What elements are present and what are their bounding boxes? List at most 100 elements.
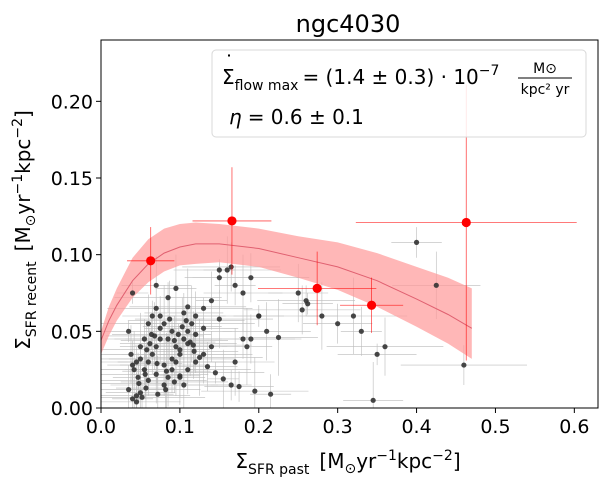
scatter-point: [154, 360, 160, 367]
scatter-points: [126, 239, 467, 405]
scatter-point: [161, 382, 167, 388]
scatter-point: [185, 304, 191, 310]
annotation-line-2: η = 0.6 ± 0.1: [229, 105, 364, 129]
scatter-point: [157, 336, 163, 342]
scatter-point: [382, 344, 388, 350]
y-label-symbol: Σ: [11, 337, 35, 350]
y-tick-label: 0.10: [51, 245, 93, 267]
eta-value: = 0.6 ± 0.1: [248, 105, 364, 129]
y-label-kpc: kpc: [11, 139, 35, 174]
scatter-point: [179, 324, 185, 330]
scatter-point: [197, 354, 203, 360]
scatter-point: [177, 351, 183, 357]
x-label-unit-open: [M: [319, 449, 344, 473]
annotation-line-1: Σflow max = (1.4 ± 0.3) · 10−7: [222, 63, 499, 94]
scatter-point: [133, 399, 140, 405]
scatter-point: [142, 371, 148, 377]
binned-point: [146, 256, 156, 266]
scatter-point: [171, 379, 177, 385]
scatter-point: [129, 290, 136, 296]
scatter-point: [133, 359, 140, 365]
scatter-point: [153, 305, 159, 311]
scatter-point: [149, 313, 155, 319]
y-tick-label: 0.05: [51, 321, 93, 343]
scatter-point: [189, 321, 195, 327]
scatter-point: [228, 264, 234, 270]
scatter-point: [200, 305, 207, 311]
y-label-unit-open: [M: [11, 226, 35, 251]
scatter-point: [147, 341, 153, 347]
scatter-point: [169, 367, 175, 373]
scatter-point: [319, 313, 325, 319]
binned-point: [227, 216, 237, 226]
flow-symbol: Σ: [222, 65, 235, 89]
x-tick-label: 0.6: [559, 416, 589, 438]
scatter-point: [200, 325, 207, 331]
plot-content: [101, 84, 577, 408]
scatter-point: [145, 321, 151, 327]
scatter-point: [413, 239, 420, 245]
scatter-point: [224, 267, 230, 273]
scatter-point: [295, 290, 301, 296]
x-tick-label: 0.2: [244, 416, 274, 438]
scatter-point: [220, 376, 226, 382]
scatter-point: [153, 282, 159, 288]
scatter-point: [129, 362, 136, 368]
scatter-point: [248, 336, 254, 342]
scatter-point: [268, 391, 274, 397]
scatter-point: [165, 295, 171, 301]
scatter-point: [167, 316, 173, 322]
x-label-subscript: SFR past: [248, 462, 310, 478]
scatter-point: [181, 382, 187, 388]
x-label-exp1: −1: [376, 448, 397, 464]
y-tick-label: 0.15: [51, 168, 93, 190]
unit-numerator: M⊙: [533, 61, 557, 77]
axes-frame: [100, 39, 599, 409]
scatter-point: [137, 344, 144, 350]
scatter-point: [149, 351, 155, 357]
scatter-point: [128, 351, 134, 357]
scatter-point: [350, 313, 357, 319]
scatter-point: [183, 318, 189, 324]
x-label-unit-close: ]: [453, 449, 461, 473]
y-axis-label: ΣSFR recent [M⊙yr−1kpc−2]: [10, 110, 40, 350]
y-tick-label: 0.20: [51, 91, 93, 113]
scatter-point: [236, 383, 242, 390]
scatter-point: [148, 331, 155, 337]
scatter-point: [190, 342, 196, 348]
scatter-point: [240, 336, 246, 342]
y-label-exp1: −1: [10, 174, 26, 195]
binned-point: [312, 283, 322, 293]
flow-subscript: flow max: [235, 78, 299, 94]
scatter-point: [244, 344, 250, 350]
flow-value: = (1.4 ± 0.3) · 10: [302, 65, 478, 89]
scatter-point: [275, 334, 282, 341]
scatter-point: [137, 356, 144, 362]
scatter-point: [305, 301, 311, 307]
scatter-point: [173, 359, 179, 365]
scatter-point: [228, 382, 234, 388]
y-label-exp2: −2: [10, 118, 26, 139]
scatter-point: [169, 328, 175, 334]
scatter-point: [200, 351, 207, 357]
scatter-point: [193, 313, 199, 319]
binned-points: [127, 84, 577, 361]
scatter-point: [358, 328, 364, 334]
scatter-point: [256, 313, 262, 319]
scatter-point: [161, 362, 167, 368]
scatter-point: [163, 368, 170, 374]
scatter-point: [212, 370, 218, 376]
y-label-yr: yr: [11, 194, 35, 215]
scatter-point: [232, 359, 238, 365]
scatter-point: [173, 285, 179, 291]
scatter-point: [137, 390, 144, 396]
scatter-point: [370, 397, 376, 403]
eta-symbol: η: [229, 105, 242, 129]
y-label-unit-close: ]: [11, 110, 35, 118]
model-uncertainty-band: [101, 222, 472, 359]
scatter-point: [193, 331, 199, 337]
annotation-box: Σflow max = (1.4 ± 0.3) · 10−7 ˙ M⊙ kpc² …: [211, 49, 587, 138]
scatter-point: [433, 282, 439, 288]
scatter-point: [299, 307, 305, 313]
scatter-point: [181, 310, 187, 316]
